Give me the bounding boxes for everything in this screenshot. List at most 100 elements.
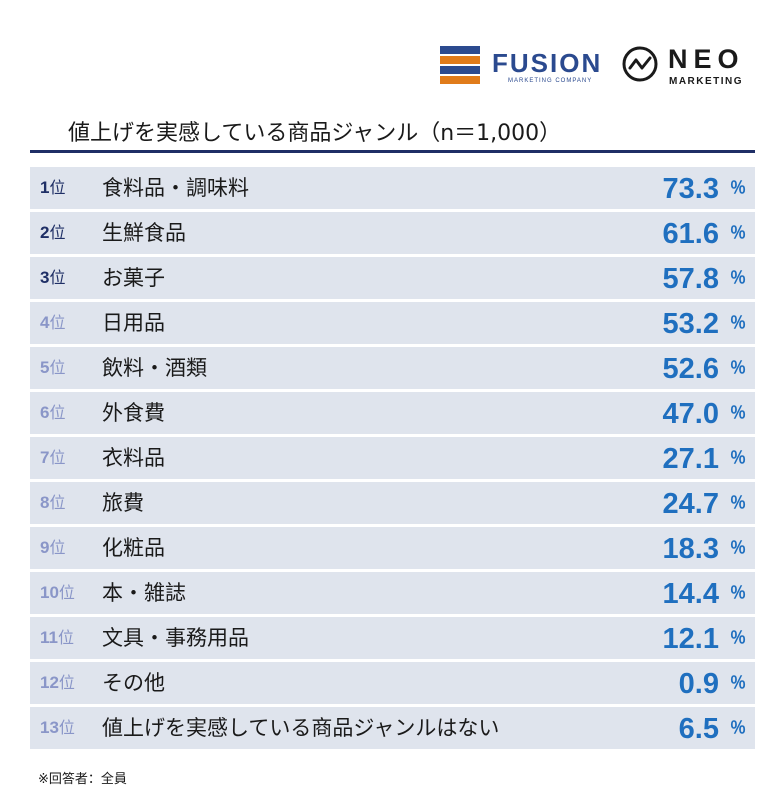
percentage-value: 12.1 <box>662 623 719 655</box>
percentage-value: 24.7 <box>662 488 719 520</box>
table-row: 7位 衣料品 27.1 ％ <box>30 437 755 479</box>
table-row: 13位 値上げを実感している商品ジャンルはない 6.5 ％ <box>30 707 755 749</box>
rank-number: 6 <box>40 403 50 422</box>
rank-label: 9位 <box>40 527 98 569</box>
table-row: 11位 文具・事務用品 12.1 ％ <box>30 617 755 659</box>
percent-sign: ％ <box>729 630 746 647</box>
rank-unit: 位 <box>49 223 66 242</box>
percentage-value: 52.6 <box>662 353 719 385</box>
neo-logo-mark <box>622 46 658 82</box>
rank-label: 7位 <box>40 437 98 479</box>
rank-unit: 位 <box>58 718 75 737</box>
neo-logo-text: NEO <box>668 44 745 74</box>
category-label: 日用品 <box>102 311 165 335</box>
category-label: 文具・事務用品 <box>102 626 249 650</box>
rank-number: 13 <box>40 718 59 737</box>
neo-logo-subtext: MARKETING <box>669 76 744 87</box>
rank-number: 5 <box>40 358 50 377</box>
logo-area: FUSION MARKETING COMPANY NEO MARKETING <box>440 42 760 92</box>
percent-sign: ％ <box>729 720 746 737</box>
category-label: 本・雑誌 <box>102 581 186 605</box>
rank-label: 10位 <box>40 572 98 614</box>
fusion-logo-subtext: MARKETING COMPANY <box>508 78 593 84</box>
rank-unit: 位 <box>58 673 75 692</box>
category-label: 飲料・酒類 <box>102 356 207 380</box>
category-label: その他 <box>102 671 165 695</box>
category-label: 衣料品 <box>102 446 165 470</box>
percent-sign: ％ <box>729 585 746 602</box>
table-row: 1位 食料品・調味料 73.3 ％ <box>30 167 755 209</box>
rank-label: 1位 <box>40 167 98 209</box>
ranking-table: 1位 食料品・調味料 73.3 ％ 2位 生鮮食品 61.6 ％ 3位 お菓子 57.8 ％ 4位 日用品… <box>30 167 755 752</box>
category-label: 外食費 <box>102 401 165 425</box>
percentage-value: 6.5 <box>678 713 719 745</box>
rank-label: 6位 <box>40 392 98 434</box>
rank-number: 1 <box>40 178 50 197</box>
table-row: 5位 飲料・酒類 52.6 ％ <box>30 347 755 389</box>
rank-number: 11 <box>40 628 58 647</box>
rank-number: 9 <box>40 538 50 557</box>
rank-unit: 位 <box>49 538 66 557</box>
rank-number: 3 <box>40 268 50 287</box>
rank-number: 2 <box>40 223 50 242</box>
rank-label: 2位 <box>40 212 98 254</box>
title-underline <box>30 150 755 153</box>
percent-sign: ％ <box>729 225 746 242</box>
rank-unit: 位 <box>58 583 75 602</box>
percent-sign: ％ <box>729 450 746 467</box>
rank-unit: 位 <box>49 448 66 467</box>
rank-number: 8 <box>40 493 50 512</box>
percentage-value: 0.9 <box>678 668 719 700</box>
footnote: ※回答者：全員 <box>38 772 127 787</box>
category-label: お菓子 <box>102 266 165 290</box>
percentage-value: 73.3 <box>662 173 719 205</box>
category-label: 食料品・調味料 <box>102 176 249 200</box>
category-label: 化粧品 <box>102 536 165 560</box>
percent-sign: ％ <box>729 360 746 377</box>
table-row: 8位 旅費 24.7 ％ <box>30 482 755 524</box>
table-row: 2位 生鮮食品 61.6 ％ <box>30 212 755 254</box>
percentage-value: 27.1 <box>662 443 719 475</box>
percent-sign: ％ <box>729 405 746 422</box>
rank-unit: 位 <box>57 628 74 647</box>
rank-unit: 位 <box>49 493 66 512</box>
percent-sign: ％ <box>729 675 746 692</box>
table-row: 4位 日用品 53.2 ％ <box>30 302 755 344</box>
percentage-value: 53.2 <box>662 308 719 340</box>
percent-sign: ％ <box>729 270 746 287</box>
table-row: 10位 本・雑誌 14.4 ％ <box>30 572 755 614</box>
table-row: 3位 お菓子 57.8 ％ <box>30 257 755 299</box>
category-label: 生鮮食品 <box>102 221 186 245</box>
percentage-value: 61.6 <box>662 218 719 250</box>
table-row: 12位 その他 0.9 ％ <box>30 662 755 704</box>
rank-number: 4 <box>40 313 50 332</box>
rank-unit: 位 <box>49 403 66 422</box>
category-label: 旅費 <box>102 491 144 515</box>
rank-label: 5位 <box>40 347 98 389</box>
chart-title: 値上げを実感している商品ジャンル（n＝1,000） <box>68 121 562 146</box>
percent-sign: ％ <box>729 180 746 197</box>
fusion-logo-mark <box>440 46 480 84</box>
rank-number: 12 <box>40 673 59 692</box>
percentage-value: 47.0 <box>662 398 719 430</box>
category-label: 値上げを実感している商品ジャンルはない <box>102 716 500 740</box>
percentage-value: 14.4 <box>662 578 719 610</box>
rank-label: 12位 <box>40 662 98 704</box>
rank-label: 13位 <box>40 707 98 749</box>
rank-unit: 位 <box>49 313 66 332</box>
rank-unit: 位 <box>49 358 66 377</box>
rank-unit: 位 <box>49 178 66 197</box>
percent-sign: ％ <box>729 540 746 557</box>
percentage-value: 18.3 <box>662 533 719 565</box>
percent-sign: ％ <box>729 315 746 332</box>
fusion-logo-text: FUSION <box>492 48 603 78</box>
percent-sign: ％ <box>729 495 746 512</box>
rank-label: 3位 <box>40 257 98 299</box>
percentage-value: 57.8 <box>662 263 719 295</box>
table-row: 9位 化粧品 18.3 ％ <box>30 527 755 569</box>
rank-unit: 位 <box>49 268 66 287</box>
rank-label: 8位 <box>40 482 98 524</box>
rank-label: 11位 <box>40 617 98 659</box>
rank-label: 4位 <box>40 302 98 344</box>
rank-number: 7 <box>40 448 50 467</box>
